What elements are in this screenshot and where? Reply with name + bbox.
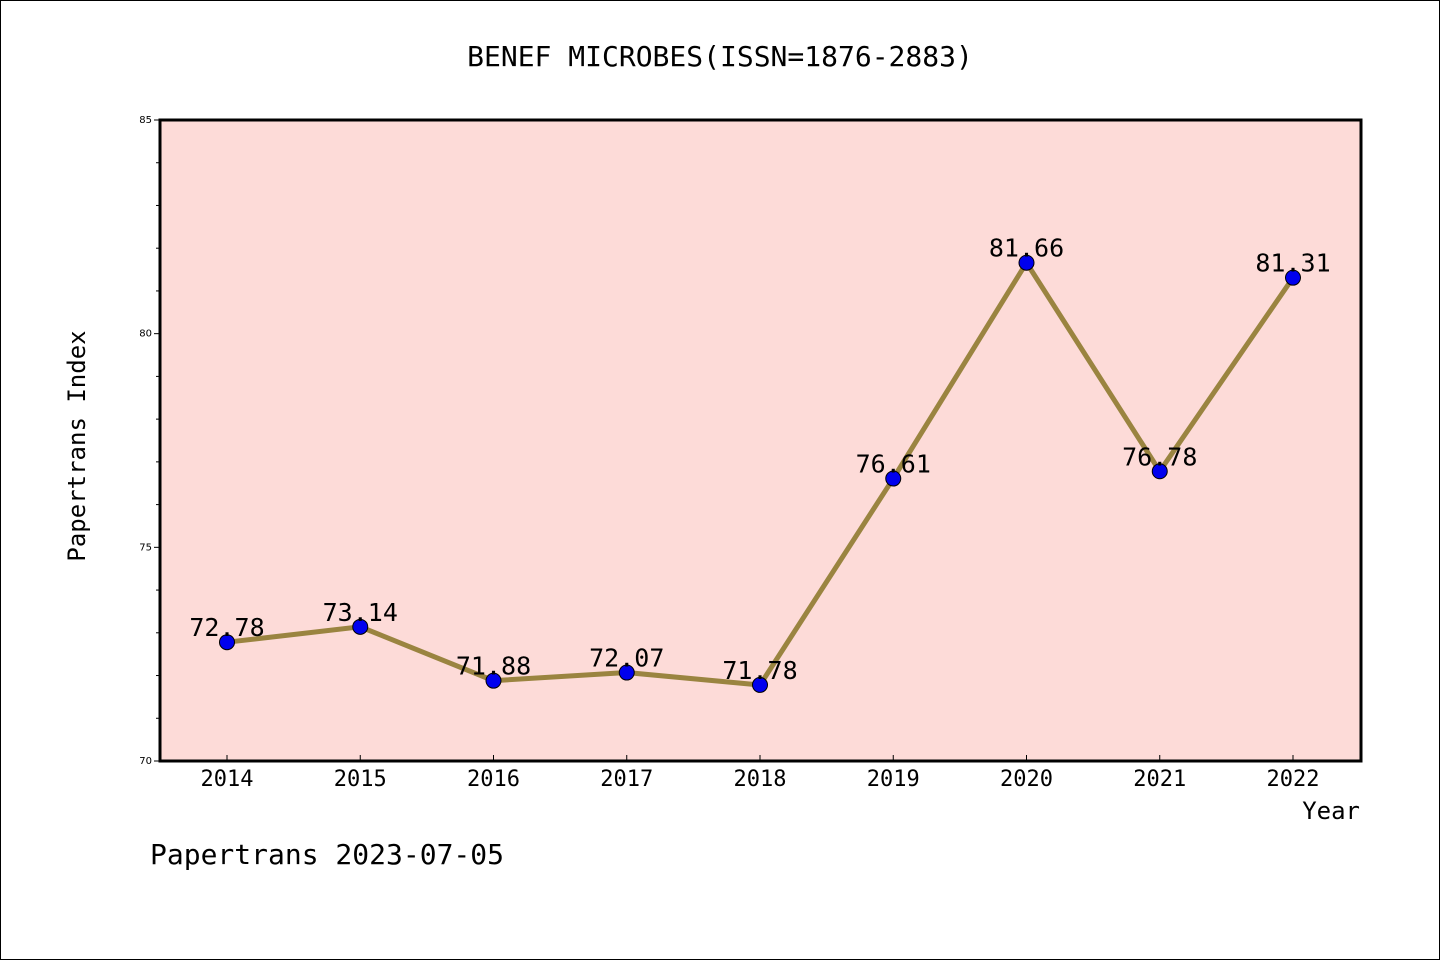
data-point: [219, 634, 235, 651]
footer-credit: Papertrans 2023-07-05: [150, 838, 504, 871]
data-label: 81.66: [989, 234, 1064, 263]
data-point: [618, 664, 635, 681]
x-tick-label: 2016: [467, 767, 520, 792]
data-point: [352, 618, 369, 635]
x-tick-label: 2018: [734, 767, 787, 792]
data-point: [1285, 269, 1301, 286]
x-tick-label: 2022: [1267, 767, 1320, 792]
y-axis: 70 75 80 85: [139, 115, 160, 767]
x-tick-label: 2015: [334, 767, 387, 792]
x-tick-label: 2020: [1000, 767, 1053, 792]
plot-area: [158, 118, 1363, 763]
x-tick-label: 2014: [201, 767, 254, 792]
y-tick-label: 80: [139, 329, 152, 340]
data-label: 73.14: [323, 598, 398, 627]
x-axis: 2014 2015 2016 2017 2018 2019 2020 2021 2022: [201, 755, 1320, 792]
data-label: 72.07: [589, 644, 664, 673]
data-label: 72.78: [189, 613, 264, 642]
data-point: [485, 672, 502, 689]
y-axis-title: Papertrans Index: [63, 330, 91, 561]
y-tick-label: 75: [139, 542, 152, 553]
data-label: 81.31: [1255, 249, 1330, 278]
data-label: 71.78: [722, 656, 797, 685]
series-points-group: [219, 254, 1301, 693]
data-point: [1151, 463, 1168, 480]
x-tick-label: 2017: [600, 767, 653, 792]
x-tick-label: 2019: [867, 767, 920, 792]
x-axis-title: Year: [1302, 797, 1360, 825]
data-label: 76.78: [1122, 442, 1197, 471]
y-tick-label: 85: [139, 115, 152, 126]
data-label: 71.88: [456, 652, 531, 681]
chart-title: BENEF MICROBES(ISSN=1876-2883): [467, 40, 973, 73]
data-point: [752, 676, 768, 693]
y-tick-label: 70: [139, 756, 152, 767]
data-label: 76.61: [856, 450, 931, 479]
data-point: [1018, 254, 1035, 271]
x-tick-label: 2021: [1133, 767, 1186, 792]
data-labels-group: 72.78 73.14 71.88 72.07 71.78 76.61 81.66 76.78…: [189, 234, 1330, 685]
data-point: [885, 470, 902, 487]
